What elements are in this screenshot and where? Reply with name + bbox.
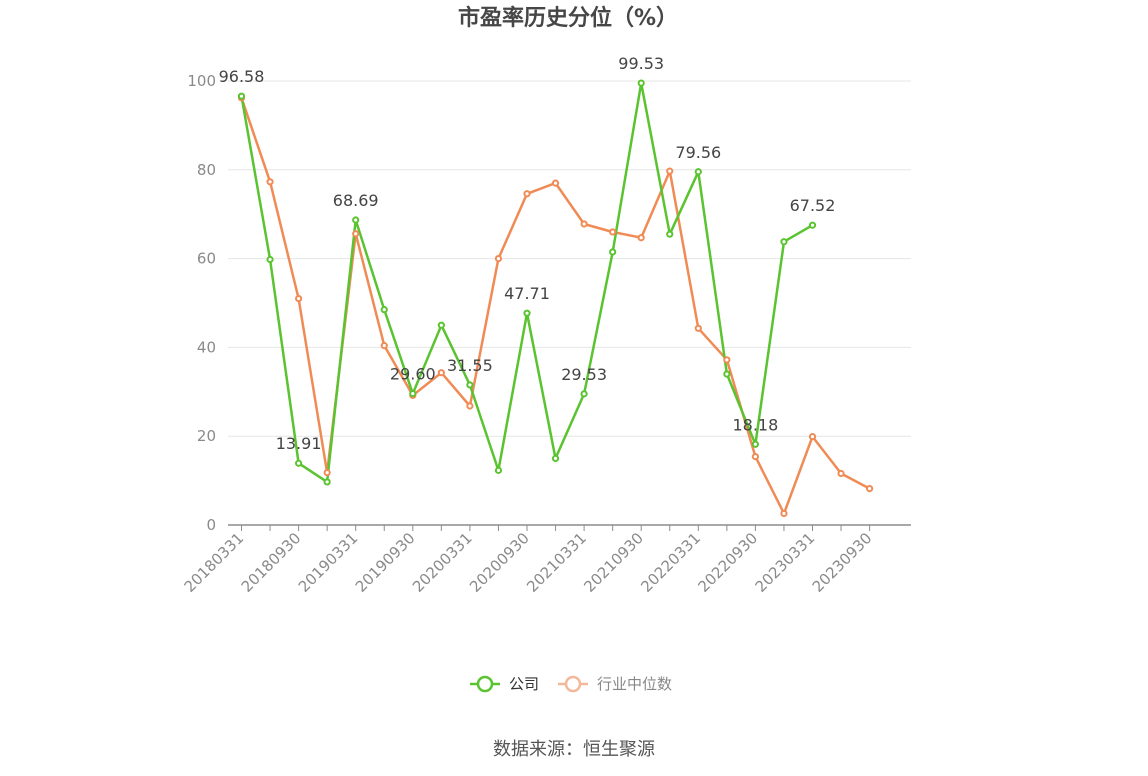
x-tick-label-20200331: 20200331 xyxy=(409,529,476,596)
point-s0-20180930[interactable] xyxy=(295,459,303,467)
point-s0-20190930[interactable] xyxy=(409,389,417,398)
point-s1-20211231[interactable] xyxy=(666,167,674,175)
point-s0-20200630[interactable] xyxy=(494,466,503,474)
data-source: 数据来源：恒生聚源 xyxy=(493,739,655,760)
x-axis: 2018033120180930201903312019093020200331… xyxy=(181,524,911,596)
point-s0-20200331[interactable] xyxy=(466,381,474,389)
point-s0-20220930[interactable] xyxy=(751,440,760,448)
data-label-20220930: 18.18 xyxy=(732,415,778,434)
data-label-20200930: 47.71 xyxy=(504,284,550,303)
y-axis: 0 20 40 60 80 100 xyxy=(187,72,216,534)
x-tick-label-20230930: 20230930 xyxy=(809,529,876,596)
point-s1-20200630[interactable] xyxy=(494,255,503,263)
data-label-20200331: 31.55 xyxy=(447,356,493,375)
point-s0-20180630[interactable] xyxy=(266,255,274,264)
data-label-20230331: 67.52 xyxy=(790,196,836,215)
point-s0-20191231[interactable] xyxy=(437,321,445,329)
point-s0-20220331[interactable] xyxy=(694,168,702,176)
point-s0-20210630[interactable] xyxy=(609,248,617,256)
y-tick-label-100: 100 xyxy=(187,72,216,90)
series-points xyxy=(237,79,874,518)
data-label-20210331: 29.53 xyxy=(561,365,607,384)
point-s1-20220930[interactable] xyxy=(751,453,760,461)
x-tick-label-20180930: 20180930 xyxy=(238,529,305,596)
point-s0-20180331[interactable] xyxy=(237,92,246,100)
point-s1-20210930[interactable] xyxy=(637,234,645,242)
data-labels: 96.58 13.91 68.69 29.60 31.55 47.71 29.53 99.53… xyxy=(219,54,836,453)
y-tick-label-80: 80 xyxy=(197,161,216,179)
x-tick-label-20230331: 20230331 xyxy=(752,529,819,596)
point-s0-20181231[interactable] xyxy=(323,478,331,486)
point-s1-20210630[interactable] xyxy=(609,228,617,236)
point-s1-20201231[interactable] xyxy=(551,179,560,187)
x-tick-label-20200930: 20200930 xyxy=(466,529,533,596)
data-label-20180331: 96.58 xyxy=(219,67,265,86)
y-tick-label-40: 40 xyxy=(197,338,216,356)
point-s0-20230331[interactable] xyxy=(808,221,817,229)
legend-marker-1[interactable] xyxy=(564,675,582,693)
point-s1-20230630[interactable] xyxy=(837,469,845,478)
point-s0-20200930[interactable] xyxy=(523,309,531,317)
point-s0-20220630[interactable] xyxy=(723,370,731,378)
chart-title: 市盈率历史分位（%） xyxy=(458,5,678,31)
point-s0-20221231[interactable] xyxy=(780,238,788,246)
point-s1-20230331[interactable] xyxy=(808,433,817,441)
y-tick-label-20: 20 xyxy=(197,427,216,445)
series-lines xyxy=(240,81,871,515)
y-tick-label-60: 60 xyxy=(197,250,216,268)
point-s1-20220331[interactable] xyxy=(694,324,702,332)
point-s0-20190331[interactable] xyxy=(352,216,360,224)
point-s1-20230930[interactable] xyxy=(866,484,874,493)
point-s1-20190331[interactable] xyxy=(352,230,360,238)
point-s0-20210331[interactable] xyxy=(580,390,588,398)
data-label-20220331: 79.56 xyxy=(675,143,721,162)
point-s1-20200331[interactable] xyxy=(466,402,474,410)
point-s1-20221231[interactable] xyxy=(780,509,788,518)
legend[interactable]: 公司 行业中位数 xyxy=(470,675,672,693)
x-tick-label-20220930: 20220930 xyxy=(695,529,762,596)
point-s1-20180930[interactable] xyxy=(295,294,303,303)
data-label-20190331: 68.69 xyxy=(333,191,379,210)
data-label-20190930: 29.60 xyxy=(390,365,436,384)
point-s1-20200930[interactable] xyxy=(523,190,531,198)
legend-label-1[interactable]: 行业中位数 xyxy=(597,675,672,693)
x-tick-label-20220331: 20220331 xyxy=(637,529,704,596)
y-tick-label-0: 0 xyxy=(206,516,216,534)
x-tick-label-20190331: 20190331 xyxy=(295,529,362,596)
x-tick-label-20210930: 20210930 xyxy=(580,529,647,596)
point-s0-20211231[interactable] xyxy=(666,230,674,238)
point-s0-20190630[interactable] xyxy=(380,306,388,314)
point-s1-20181231[interactable] xyxy=(323,469,331,477)
series-line-0 xyxy=(240,81,814,484)
point-s1-20220630[interactable] xyxy=(723,356,731,364)
x-tick-label-20190930: 20190930 xyxy=(352,529,419,596)
point-s1-20180630[interactable] xyxy=(266,178,274,186)
point-s0-20210930[interactable] xyxy=(637,79,645,87)
point-s0-20201231[interactable] xyxy=(551,454,560,462)
x-tick-label-20180331: 20180331 xyxy=(181,529,248,596)
data-label-20210930: 99.53 xyxy=(618,54,664,73)
x-tick-label-20210331: 20210331 xyxy=(523,529,590,596)
point-s1-20210331[interactable] xyxy=(580,220,588,228)
legend-label-0[interactable]: 公司 xyxy=(509,675,539,693)
legend-marker-0[interactable] xyxy=(476,675,494,693)
point-s1-20191231[interactable] xyxy=(437,369,445,377)
data-label-20180930: 13.91 xyxy=(276,434,322,453)
point-s1-20190630[interactable] xyxy=(380,342,388,350)
